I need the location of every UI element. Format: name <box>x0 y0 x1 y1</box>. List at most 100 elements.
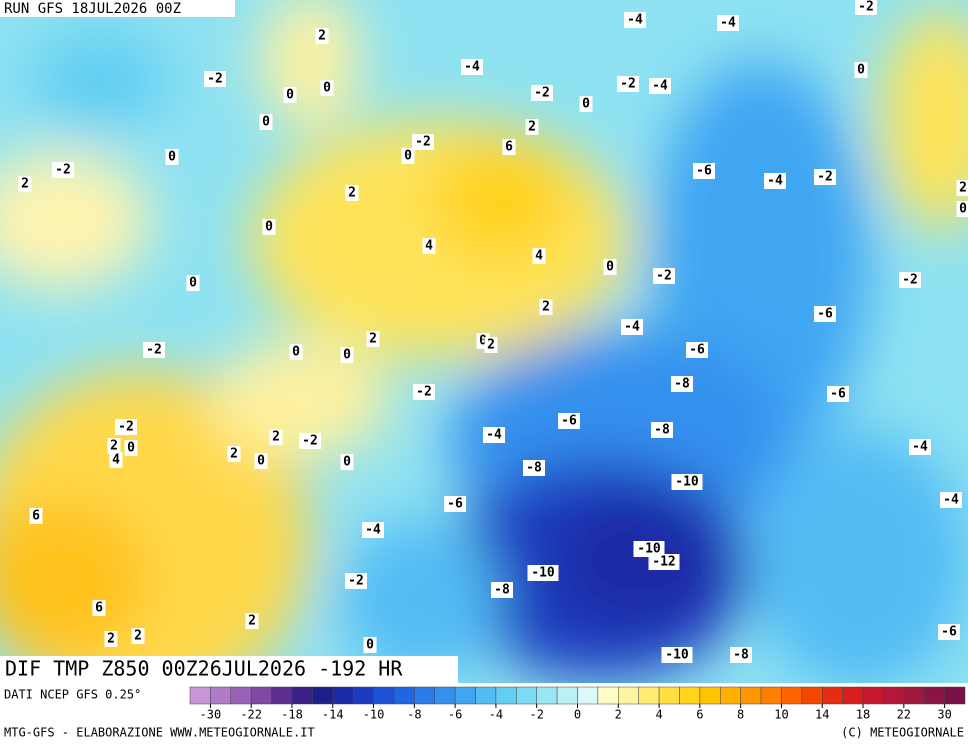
colorbar-swatch <box>720 687 740 704</box>
contour-label: -2 <box>415 135 431 150</box>
contour-label: 4 <box>535 249 543 264</box>
contour-label: -6 <box>696 164 712 179</box>
colorbar-swatch <box>231 687 251 704</box>
contour-label: 0 <box>168 150 176 165</box>
contour-label: -2 <box>207 72 223 87</box>
contour-label: 2 <box>487 338 495 353</box>
contour-label: 2 <box>528 120 536 135</box>
colorbar-swatch <box>822 687 842 704</box>
contour-label: -2 <box>858 0 874 15</box>
colorbar-swatch <box>741 687 761 704</box>
contour-label: -6 <box>561 414 577 429</box>
contour-label: -6 <box>817 307 833 322</box>
contour-label: -8 <box>494 583 510 598</box>
colorbar-swatch <box>945 687 965 704</box>
contour-label: -6 <box>941 625 957 640</box>
contour-label: 4 <box>112 453 120 468</box>
contour-label: -2 <box>620 77 636 92</box>
contour-label: 0 <box>606 260 614 275</box>
colorbar-swatch <box>333 687 353 704</box>
contour-label: -4 <box>464 60 480 75</box>
contour-label: -10 <box>665 648 689 663</box>
colorbar-tick-label: 14 <box>815 708 829 722</box>
contour-label: 6 <box>32 509 40 524</box>
colorbar-tick-label: -22 <box>240 708 262 722</box>
colorbar-tick-label: 0 <box>574 708 581 722</box>
contour-label: -6 <box>447 497 463 512</box>
contour-label: 0 <box>262 115 270 130</box>
contour-label: -4 <box>652 79 668 94</box>
colorbar-tick-label: 2 <box>615 708 622 722</box>
contour-label: 0 <box>404 149 412 164</box>
contour-label: 0 <box>959 202 967 217</box>
contour-label: -8 <box>674 377 690 392</box>
colorbar-swatch <box>761 687 781 704</box>
colorbar-swatch <box>414 687 434 704</box>
colorbar-tick-label: -8 <box>407 708 421 722</box>
colorbar-tick-label: -30 <box>200 708 222 722</box>
contour-label: 6 <box>505 140 513 155</box>
colorbar-swatch <box>312 687 332 704</box>
contour-label: 0 <box>857 63 865 78</box>
colorbar-swatch <box>781 687 801 704</box>
contour-label: 6 <box>95 601 103 616</box>
colorbar-swatch <box>353 687 373 704</box>
colorbar-tick-label: -6 <box>448 708 462 722</box>
colorbar-swatch <box>863 687 883 704</box>
colorbar-swatch <box>618 687 638 704</box>
contour-label: 0 <box>582 97 590 112</box>
source-label: DATI NCEP GFS 0.25° <box>4 688 141 702</box>
contour-label: 0 <box>286 88 294 103</box>
contour-label: 2 <box>107 632 115 647</box>
contour-label: 2 <box>959 181 967 196</box>
colorbar-tick-label: 30 <box>937 708 951 722</box>
contour-label: 2 <box>230 447 238 462</box>
contour-label: 2 <box>110 439 118 454</box>
contour-label: -10 <box>531 566 555 581</box>
contour-label: 4 <box>425 239 433 254</box>
colorbar-swatch <box>924 687 944 704</box>
colorbar-swatch <box>578 687 598 704</box>
contour-label: 2 <box>272 430 280 445</box>
contour-label: -2 <box>302 434 318 449</box>
colorbar-swatch <box>394 687 414 704</box>
contour-label: -2 <box>55 163 71 178</box>
contour-label: -6 <box>689 343 705 358</box>
contour-label: 2 <box>369 332 377 347</box>
contour-label: -4 <box>627 13 643 28</box>
contour-label: -6 <box>830 387 846 402</box>
colorbar-swatch <box>374 687 394 704</box>
colorbar-swatch <box>659 687 679 704</box>
contour-label: 0 <box>265 220 273 235</box>
contour-label: -4 <box>943 493 959 508</box>
colorbar-tick-label: 10 <box>774 708 788 722</box>
colorbar-tick-label: -14 <box>322 708 344 722</box>
contour-label: 0 <box>366 638 374 653</box>
colorbar-swatch <box>700 687 720 704</box>
colorbar-swatch <box>435 687 455 704</box>
contour-label: 0 <box>343 348 351 363</box>
colorbar-swatch <box>904 687 924 704</box>
contour-label: 0 <box>323 81 331 96</box>
contour-label: 2 <box>542 300 550 315</box>
contour-label: -2 <box>534 86 550 101</box>
contour-label: -8 <box>654 423 670 438</box>
colorbar-tick-label: 8 <box>737 708 744 722</box>
colorbar-tick-label: 4 <box>655 708 662 722</box>
colorbar-swatch <box>679 687 699 704</box>
contour-label: -2 <box>817 170 833 185</box>
contour-label: 2 <box>348 186 356 201</box>
contour-label: -4 <box>365 523 381 538</box>
colorbar-swatch <box>537 687 557 704</box>
colorbar-swatch <box>843 687 863 704</box>
colorbar-swatch <box>557 687 577 704</box>
contour-label: 2 <box>134 629 142 644</box>
contour-label: -2 <box>146 343 162 358</box>
contour-label: -12 <box>652 555 675 570</box>
contour-label: -2 <box>416 385 432 400</box>
contour-label: 0 <box>189 276 197 291</box>
contour-label: -2 <box>348 574 364 589</box>
contour-label: -2 <box>902 273 918 288</box>
